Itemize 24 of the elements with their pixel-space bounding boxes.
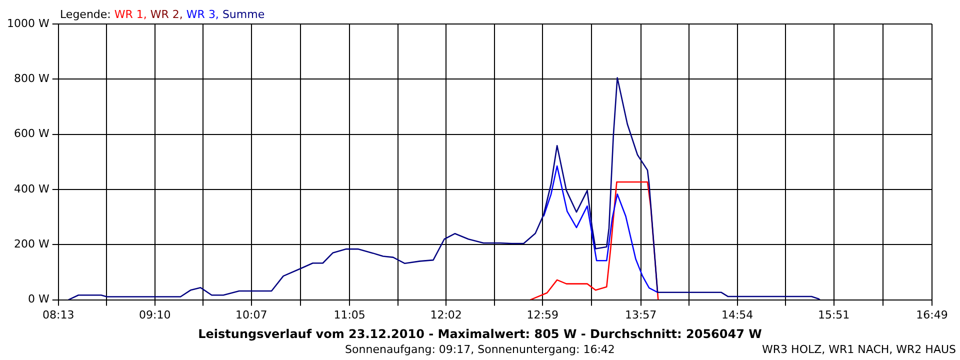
- y-tick-label: 0 W: [28, 292, 50, 306]
- x-tick-label: 13:57: [624, 308, 657, 322]
- legend-title: Legende:: [60, 8, 111, 21]
- x-tick-label: 10:07: [236, 308, 268, 322]
- x-tick-label: 16:49: [916, 308, 948, 322]
- x-tick-label: 12:59: [526, 308, 558, 322]
- text: WR3 HOLZ, WR1 NACH, WR2 HAUS: [762, 343, 956, 356]
- y-tick-label: 600 W: [14, 127, 50, 140]
- text: WR 3,: [186, 8, 219, 21]
- text: Summe: [222, 8, 265, 21]
- y-tick-label: 1000 W: [6, 16, 50, 30]
- text: Sonnenaufgang: 09:17, Sonnenuntergang: 16:42: [345, 343, 615, 356]
- x-tick-label: 08:13: [42, 308, 74, 322]
- text: WR 1,: [114, 8, 147, 21]
- x-tick-label: 15:51: [818, 308, 850, 322]
- text: Leistungsverlauf vom 23.12.2010 - Maximalwert: 805 W - Durchschnitt: 2056047 W: [197, 327, 763, 341]
- y-tick-label: 200 W: [14, 238, 50, 250]
- x-tick-label: 11:05: [334, 308, 366, 322]
- y-tick-label: 800 W: [14, 72, 50, 86]
- legend-label: WR 2,: [150, 8, 183, 21]
- x-tick-label: 14:54: [721, 308, 754, 322]
- x-tick-label: 09:10: [139, 308, 171, 322]
- y-tick-label: 400 W: [14, 182, 50, 196]
- x-tick-label: 12:02: [430, 308, 462, 322]
